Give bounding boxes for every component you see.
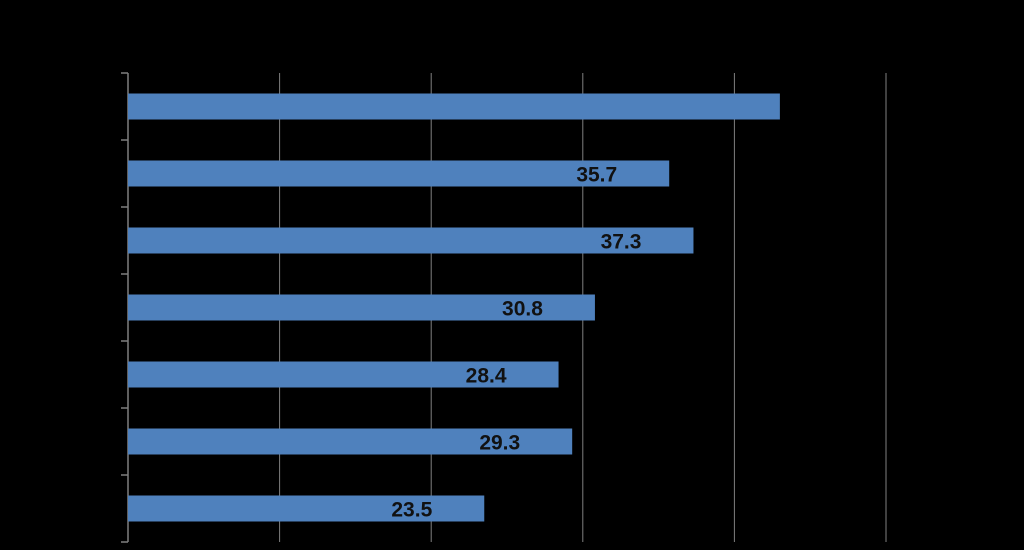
data-label: 28.4 — [466, 365, 507, 388]
data-label: 23.5 — [391, 499, 432, 522]
data-label: 29.3 — [479, 432, 520, 455]
data-label: 37.3 — [601, 231, 642, 254]
bar — [128, 361, 559, 388]
bar — [128, 495, 485, 522]
data-labels: 35.7 37.3 30.8 28.4 29.3 23.5 — [391, 164, 641, 522]
category-axis — [121, 72, 129, 543]
bar — [128, 93, 780, 120]
bar — [128, 294, 595, 321]
bar — [128, 428, 573, 455]
data-label: 35.7 — [576, 164, 617, 187]
data-label: 30.8 — [502, 298, 543, 321]
bar — [128, 160, 670, 187]
bar — [128, 227, 694, 254]
bars — [128, 93, 780, 522]
